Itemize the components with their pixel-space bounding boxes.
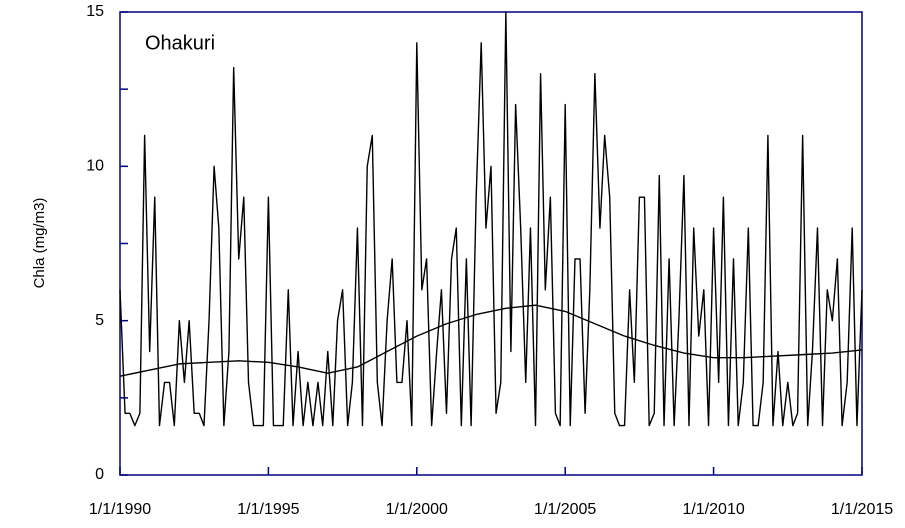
y-tick-label: 0 <box>95 466 104 483</box>
annotation: Ohakuri <box>145 32 215 54</box>
y-tick-label: 5 <box>95 312 104 329</box>
x-tick-label: 1/1/2005 <box>534 501 596 518</box>
y-axis-label: Chla (mg/m3) <box>31 198 48 289</box>
x-tick-label: 1/1/2010 <box>682 501 744 518</box>
x-tick-label: 1/1/1990 <box>89 501 151 518</box>
data-line <box>119 304 863 377</box>
x-tick-label: 1/1/2015 <box>831 501 893 518</box>
x-tick-label: 1/1/1995 <box>237 501 299 518</box>
y-tick-label: 10 <box>86 158 104 175</box>
x-tick-label: 1/1/2000 <box>386 501 448 518</box>
y-tick-label: 15 <box>86 3 104 20</box>
data-line <box>119 11 863 427</box>
